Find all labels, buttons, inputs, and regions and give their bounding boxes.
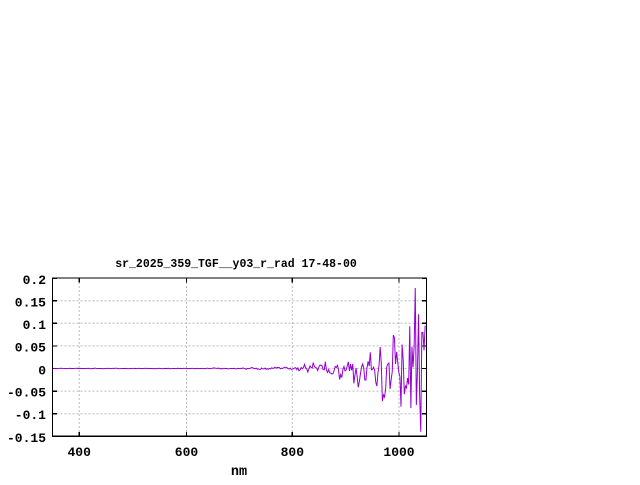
svg-text:1000: 1000 (383, 445, 414, 460)
svg-text:0: 0 (38, 364, 46, 379)
svg-text:0.1: 0.1 (23, 318, 47, 333)
svg-text:600: 600 (175, 445, 199, 460)
svg-text:400: 400 (67, 445, 91, 460)
svg-text:-0.05: -0.05 (7, 386, 46, 401)
svg-text:sr_2025_359_TGF__y03_r_rad 17-: sr_2025_359_TGF__y03_r_rad 17-48-00 (115, 258, 357, 271)
svg-text:0.15: 0.15 (15, 296, 46, 311)
svg-text:0.2: 0.2 (23, 273, 47, 288)
svg-text:800: 800 (281, 445, 305, 460)
svg-text:nm: nm (231, 465, 247, 480)
svg-text:0.05: 0.05 (15, 341, 46, 356)
svg-text:-0.15: -0.15 (7, 431, 46, 446)
svg-text:-0.1: -0.1 (15, 408, 46, 423)
